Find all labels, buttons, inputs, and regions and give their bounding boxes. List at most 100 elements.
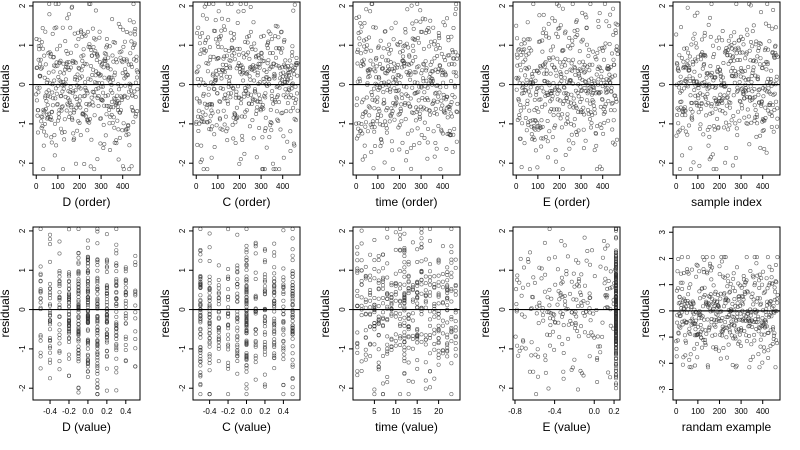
data-point bbox=[593, 55, 598, 60]
data-point bbox=[752, 118, 757, 123]
data-point bbox=[744, 278, 749, 283]
x-tick-label: 0 bbox=[674, 407, 679, 416]
data-point bbox=[613, 294, 618, 299]
data-point bbox=[260, 103, 265, 108]
data-point bbox=[224, 66, 229, 71]
data-point bbox=[378, 144, 383, 149]
data-point bbox=[204, 61, 209, 66]
data-point bbox=[526, 65, 531, 70]
data-point bbox=[114, 263, 119, 268]
data-point bbox=[249, 44, 254, 49]
data-point bbox=[615, 51, 620, 56]
data-point bbox=[262, 248, 267, 253]
data-point bbox=[294, 97, 299, 102]
data-point bbox=[363, 311, 368, 316]
data-point bbox=[281, 352, 286, 357]
data-point bbox=[423, 17, 428, 22]
data-point bbox=[532, 97, 537, 102]
data-point bbox=[38, 290, 43, 295]
data-point bbox=[207, 361, 212, 366]
data-point bbox=[112, 70, 117, 75]
data-point bbox=[295, 73, 300, 78]
data-point bbox=[523, 346, 528, 351]
data-point bbox=[272, 250, 277, 255]
data-point bbox=[242, 151, 247, 156]
data-point bbox=[514, 87, 519, 92]
data-point bbox=[376, 367, 381, 372]
data-point bbox=[47, 1, 52, 7]
data-point bbox=[754, 134, 759, 139]
data-point bbox=[755, 74, 760, 79]
data-point bbox=[355, 293, 360, 298]
data-point bbox=[415, 1, 420, 7]
data-point bbox=[85, 245, 90, 250]
data-point bbox=[402, 359, 407, 364]
data-point bbox=[681, 270, 686, 275]
data-point bbox=[562, 75, 567, 80]
data-point bbox=[608, 375, 613, 380]
data-point bbox=[410, 43, 415, 48]
y-tick-label: -1 bbox=[658, 120, 667, 128]
data-point bbox=[226, 227, 231, 232]
data-point bbox=[772, 289, 777, 294]
data-point bbox=[240, 68, 245, 73]
data-point bbox=[272, 343, 277, 348]
data-point bbox=[557, 297, 562, 302]
data-point bbox=[75, 72, 80, 77]
data-point bbox=[376, 280, 381, 285]
data-point bbox=[363, 305, 368, 310]
data-point bbox=[682, 65, 687, 70]
data-point bbox=[436, 355, 441, 360]
data-point bbox=[133, 32, 138, 37]
data-point bbox=[766, 283, 771, 288]
data-point bbox=[57, 239, 62, 244]
data-point bbox=[770, 281, 775, 286]
data-point bbox=[123, 281, 128, 286]
data-point bbox=[211, 86, 216, 91]
data-point bbox=[543, 135, 548, 140]
plot-frame bbox=[192, 1, 301, 176]
data-point bbox=[67, 291, 72, 296]
data-point bbox=[427, 385, 432, 390]
data-point bbox=[368, 48, 373, 53]
data-point bbox=[602, 1, 607, 7]
data-point bbox=[755, 76, 760, 81]
data-point bbox=[450, 50, 455, 55]
data-point bbox=[76, 328, 81, 333]
data-point bbox=[47, 290, 52, 295]
data-point bbox=[218, 86, 223, 91]
data-point bbox=[76, 272, 81, 277]
data-point bbox=[135, 87, 140, 92]
data-point bbox=[445, 320, 450, 325]
data-point bbox=[283, 65, 288, 70]
data-point bbox=[570, 1, 575, 7]
data-point bbox=[573, 309, 578, 314]
data-point bbox=[418, 29, 423, 34]
data-point bbox=[722, 93, 727, 98]
data-point bbox=[757, 296, 762, 301]
data-point bbox=[438, 167, 443, 172]
data-point bbox=[363, 124, 368, 129]
data-point bbox=[702, 317, 707, 322]
data-point bbox=[34, 92, 39, 97]
data-point bbox=[104, 353, 109, 358]
data-point bbox=[262, 258, 267, 263]
data-point bbox=[134, 68, 139, 73]
data-point bbox=[368, 298, 373, 303]
data-point bbox=[546, 386, 551, 391]
data-point bbox=[534, 311, 539, 316]
x-tick-label: 400 bbox=[756, 182, 770, 191]
data-point bbox=[425, 140, 430, 145]
data-point bbox=[753, 115, 758, 120]
x-tick-label: 300 bbox=[414, 182, 428, 191]
data-point bbox=[728, 281, 733, 286]
data-point bbox=[387, 51, 392, 56]
data-point bbox=[724, 335, 729, 340]
data-point bbox=[281, 320, 286, 325]
data-point bbox=[728, 34, 733, 39]
data-point bbox=[217, 37, 222, 42]
data-point bbox=[411, 143, 416, 148]
data-point bbox=[381, 90, 386, 95]
data-point bbox=[724, 96, 729, 101]
data-point bbox=[95, 381, 100, 386]
